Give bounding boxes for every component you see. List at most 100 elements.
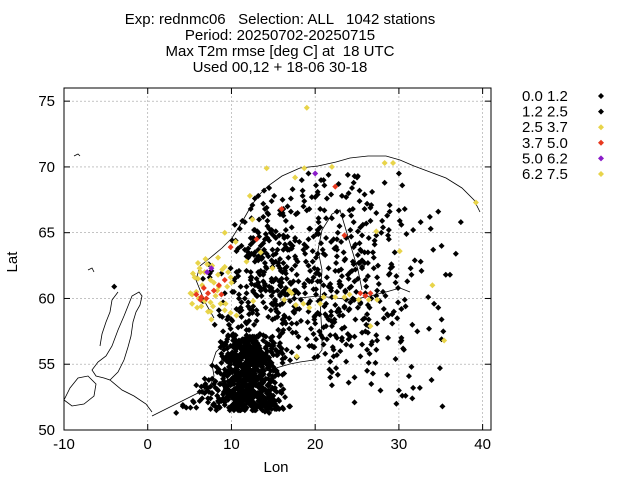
legend-marker	[598, 171, 604, 177]
data-point-series-1	[257, 287, 264, 294]
data-point-series-0	[351, 399, 358, 406]
data-point-series-1	[338, 238, 345, 245]
data-point-series-1	[274, 246, 281, 253]
data-point-series-0	[363, 283, 370, 290]
data-point-series-1	[306, 206, 313, 213]
data-point-series-1	[292, 256, 299, 262]
data-point-series-1	[320, 177, 327, 184]
data-point-series-1	[314, 188, 321, 195]
data-point-series-1	[401, 296, 408, 303]
y-tick-label: 65	[38, 225, 55, 242]
data-point-series-1	[374, 287, 381, 294]
data-point-series-2	[227, 274, 234, 281]
data-point-series-0	[229, 317, 236, 324]
x-tick-label: 10	[223, 436, 240, 453]
data-point-series-0	[251, 374, 258, 381]
data-point-series-0	[257, 348, 264, 355]
data-point-series-0	[226, 358, 233, 365]
data-point-series-1	[379, 224, 386, 231]
data-point-series-0	[352, 316, 359, 323]
data-point-series-1	[320, 250, 327, 257]
data-point-series-0	[207, 405, 214, 412]
data-point-series-1	[310, 344, 317, 351]
data-point-series-1	[435, 304, 442, 311]
data-point-series-3	[367, 290, 374, 297]
data-point-series-1	[417, 258, 424, 265]
data-point-series-2	[197, 269, 204, 276]
data-point-series-0	[173, 409, 180, 416]
legend-marker	[598, 155, 604, 162]
data-point-series-1	[303, 336, 310, 343]
data-point-series-1	[333, 259, 340, 266]
data-point-series-3	[357, 290, 364, 297]
data-point-series-1	[275, 327, 282, 334]
data-point-series-0	[257, 388, 264, 395]
data-point-series-0	[218, 359, 225, 366]
data-point-series-1	[442, 271, 449, 278]
data-point-series-1	[333, 253, 340, 260]
data-point-series-1	[284, 203, 291, 210]
data-point-series-0	[265, 405, 272, 412]
data-point-series-1	[452, 250, 459, 257]
data-point-series-0	[370, 254, 377, 261]
data-point-series-2	[228, 279, 235, 286]
data-point-series-1	[446, 271, 453, 278]
data-point-series-0	[364, 259, 371, 266]
data-point-series-1	[257, 242, 264, 249]
data-point-series-0	[373, 332, 380, 339]
y-axis-title: Lat	[4, 251, 21, 273]
data-point-series-0	[373, 232, 380, 239]
data-point-series-1	[438, 316, 445, 323]
data-point-series-0	[301, 198, 308, 205]
data-point-series-1	[346, 284, 353, 291]
data-point-series-0	[369, 188, 376, 195]
data-point-series-1	[262, 287, 269, 294]
data-point-series-0	[279, 404, 286, 411]
data-point-series-1	[328, 294, 335, 301]
data-point-series-0	[368, 380, 375, 387]
data-point-series-1	[289, 329, 296, 336]
data-point-series-2	[293, 353, 300, 360]
data-point-series-0	[249, 378, 256, 385]
data-point-series-1	[280, 246, 287, 253]
data-point-series-0	[392, 279, 399, 286]
data-point-series-0	[333, 365, 340, 372]
data-point-series-0	[273, 348, 280, 355]
data-point-series-1	[261, 282, 268, 289]
data-point-series-1	[309, 248, 316, 255]
data-point-series-0	[318, 240, 325, 247]
data-point-series-2	[208, 316, 215, 323]
data-point-series-0	[366, 350, 373, 357]
data-point-series-1	[361, 206, 368, 213]
data-point-series-0	[289, 186, 296, 193]
x-axis-ticks: -10 0 10 20 30 40	[53, 88, 491, 453]
data-point-series-1	[227, 265, 234, 272]
data-point-series-0	[386, 208, 393, 215]
data-point-series-1	[268, 292, 275, 299]
data-point-series-0	[327, 374, 334, 381]
data-point-series-0	[201, 382, 208, 389]
data-point-series-0	[260, 337, 267, 344]
data-point-series-1	[328, 238, 335, 245]
data-point-series-1	[333, 236, 340, 243]
data-point-series-0	[266, 382, 273, 389]
data-point-series-0	[278, 345, 285, 352]
data-point-series-1	[329, 344, 336, 351]
data-point-series-0	[205, 399, 212, 406]
data-point-series-1	[342, 287, 349, 294]
data-point-series-1	[305, 308, 312, 315]
data-point-series-0	[328, 323, 335, 330]
data-point-series-1	[325, 265, 332, 272]
data-point-series-0	[364, 367, 371, 374]
data-point-series-0	[277, 340, 284, 347]
data-point-series-0	[328, 191, 335, 198]
data-point-series-1	[291, 295, 298, 302]
data-point-series-1	[313, 286, 320, 293]
data-point-series-0	[336, 223, 343, 230]
data-point-series-1	[245, 245, 252, 252]
data-point-series-1	[382, 292, 389, 299]
data-point-series-1	[322, 311, 329, 318]
data-point-series-0	[250, 303, 257, 310]
data-point-series-1	[290, 278, 297, 285]
data-point-series-1	[277, 211, 284, 218]
